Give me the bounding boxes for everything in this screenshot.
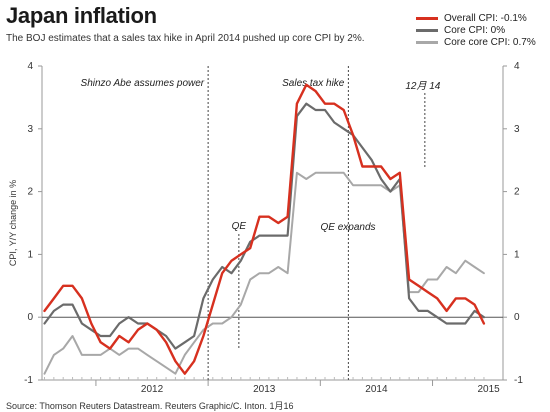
chart-subtitle: The BOJ estimates that a sales tax hike … (6, 33, 365, 44)
legend-item-overall: Overall CPI: -0.1% (416, 12, 536, 24)
y-tick-label-left: 1 (27, 249, 33, 260)
series-line-core-core-cpi (43, 171, 485, 375)
y-tick-label-right: -1 (514, 375, 523, 386)
y-tick-label-right: 1 (514, 249, 520, 260)
y-tick-label-right: 2 (514, 187, 520, 198)
chart-title: Japan inflation (6, 3, 157, 28)
legend-item-core: Core CPI: 0% (416, 24, 536, 36)
legend-item-corecore: Core core CPI: 0.7% (416, 36, 536, 48)
y-tick-label-left: 4 (27, 61, 33, 72)
y-tick-label-right: 3 (514, 124, 520, 135)
year-label: 2012 (141, 384, 164, 395)
annotation-qe: QE (232, 221, 247, 232)
annotation-qe-expands: QE expands (320, 222, 375, 233)
y-tick-label-left: 3 (27, 124, 33, 135)
legend-label-core: Core CPI: 0% (444, 24, 506, 36)
series-line-core-cpi (43, 102, 485, 350)
year-label: 2014 (365, 384, 388, 395)
year-label: 2015 (478, 384, 501, 395)
annotation-tax-hike: Sales tax hike (282, 78, 345, 89)
year-label: 2013 (253, 384, 276, 395)
legend-label-corecore: Core core CPI: 0.7% (444, 36, 536, 48)
legend-swatch-overall (416, 16, 438, 20)
annotation-dec14: 12月 14 (405, 81, 440, 92)
y-tick-label-left: 2 (27, 187, 33, 198)
y-tick-label-left: -1 (24, 375, 33, 386)
legend-swatch-corecore (416, 40, 438, 44)
legend-label-overall: Overall CPI: -0.1% (444, 12, 527, 24)
y-axis-label: CPI, Y/Y change in % (8, 180, 18, 266)
y-tick-label-right: 4 (514, 61, 520, 72)
legend-swatch-core (416, 28, 438, 32)
series-line-overall-cpi (43, 83, 486, 375)
source-note: Source: Thomson Reuters Datastream. Reut… (6, 401, 294, 411)
annotation-abe: Shinzo Abe assumes power (81, 78, 205, 89)
y-tick-label-right: 0 (514, 312, 520, 323)
legend: Overall CPI: -0.1% Core CPI: 0% Core cor… (416, 12, 536, 48)
y-tick-label-left: 0 (27, 312, 33, 323)
